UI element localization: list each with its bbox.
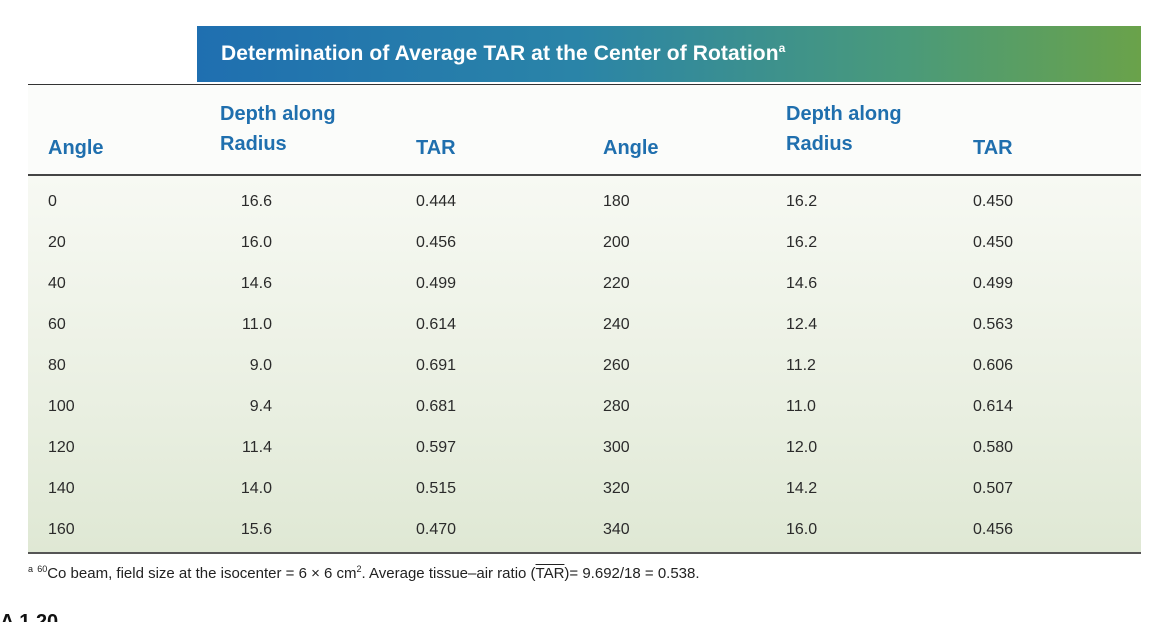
- title-footnote-marker: a: [778, 41, 786, 55]
- footnote-superscript: 2: [356, 564, 362, 574]
- cell-tar-l: 0.614: [416, 316, 457, 333]
- cutoff-text: A 1 20: [0, 612, 58, 622]
- cell-angle-l: 40: [48, 275, 66, 292]
- table-header-row: Angle Depth along Radius TAR Angle Depth…: [28, 85, 1141, 176]
- header-depth-right-line1: Depth along: [786, 103, 902, 125]
- cell-angle-r: 340: [603, 521, 630, 538]
- cell-tar-l: 0.597: [416, 439, 457, 456]
- footnote-marker: a: [28, 564, 34, 574]
- cell-angle-l: 140: [48, 480, 75, 497]
- cell-depth-l: 9.0: [249, 357, 272, 374]
- table-footnote: a 60Co beam, field size at the isocenter…: [28, 564, 700, 583]
- cell-angle-r: 260: [603, 357, 630, 374]
- header-depth-left-line2: Radius: [220, 133, 287, 155]
- cell-angle-l: 60: [48, 316, 66, 333]
- cell-depth-r: 12.0: [786, 439, 818, 456]
- cell-tar-r: 0.450: [973, 193, 1014, 210]
- table-row: 20 16.0 0.456 200 16.2 0.450: [28, 223, 1141, 263]
- header-angle-right: Angle: [603, 137, 659, 159]
- cell-tar-l: 0.691: [416, 357, 457, 374]
- cell-tar-l: 0.515: [416, 480, 457, 497]
- header-depth-left-line1: Depth along: [220, 103, 336, 125]
- table-row: 0 16.6 0.444 180 16.2 0.450: [28, 182, 1141, 222]
- header-depth-right: Depth along Radius: [786, 99, 902, 159]
- cell-angle-r: 240: [603, 316, 630, 333]
- cell-tar-r: 0.450: [973, 234, 1014, 251]
- cell-angle-r: 180: [603, 193, 630, 210]
- footnote-text-2: . Average tissue–air ratio (: [361, 565, 536, 582]
- cell-tar-l: 0.470: [416, 521, 457, 538]
- cell-tar-r: 0.580: [973, 439, 1014, 456]
- cell-depth-r: 16.0: [786, 521, 818, 538]
- cell-angle-r: 220: [603, 275, 630, 292]
- header-depth-right-line2: Radius: [786, 133, 853, 155]
- table-row: 60 11.0 0.614 240 12.4 0.563: [28, 305, 1141, 345]
- table-row: 140 14.0 0.515 320 14.2 0.507: [28, 469, 1141, 509]
- table-row: 80 9.0 0.691 260 11.2 0.606: [28, 346, 1141, 386]
- cell-tar-l: 0.444: [416, 193, 457, 210]
- footnote-text-1: Co beam, field size at the isocenter = 6…: [47, 565, 357, 582]
- cell-angle-l: 100: [48, 398, 75, 415]
- cell-tar-r: 0.507: [973, 480, 1014, 497]
- header-depth-left: Depth along Radius: [220, 99, 336, 159]
- cell-depth-r: 12.4: [786, 316, 818, 333]
- cell-depth-l: 9.4: [249, 398, 272, 415]
- cell-tar-r: 0.614: [973, 398, 1014, 415]
- cell-angle-l: 160: [48, 521, 75, 538]
- cell-tar-r: 0.456: [973, 521, 1014, 538]
- tar-table: Angle Depth along Radius TAR Angle Depth…: [28, 84, 1141, 554]
- cell-angle-r: 320: [603, 480, 630, 497]
- cell-depth-l: 14.0: [240, 480, 272, 497]
- cell-depth-l: 14.6: [240, 275, 272, 292]
- footnote-tar-abbr: TAR: [535, 565, 565, 582]
- cell-depth-r: 11.2: [786, 357, 816, 374]
- cell-depth-r: 16.2: [786, 234, 818, 251]
- table-row: 100 9.4 0.681 280 11.0 0.614: [28, 387, 1141, 427]
- cell-angle-l: 20: [48, 234, 66, 251]
- header-tar-right: TAR: [973, 137, 1013, 159]
- cell-angle-l: 80: [48, 357, 66, 374]
- cell-depth-r: 11.0: [786, 398, 816, 415]
- footnote-isotope-mass: 60: [37, 564, 48, 574]
- footnote-text-3: )= 9.692/18 = 0.538.: [564, 565, 700, 582]
- cell-tar-r: 0.563: [973, 316, 1014, 333]
- cell-tar-r: 0.606: [973, 357, 1014, 374]
- table-title-text: Determination of Average TAR at the Cent…: [221, 42, 779, 65]
- cell-tar-l: 0.499: [416, 275, 457, 292]
- cell-depth-r: 14.2: [786, 480, 818, 497]
- cell-depth-l: 11.4: [242, 439, 272, 456]
- table-row: 160 15.6 0.470 340 16.0 0.456: [28, 510, 1141, 550]
- table-row: 120 11.4 0.597 300 12.0 0.580: [28, 428, 1141, 468]
- cell-depth-l: 11.0: [242, 316, 272, 333]
- cell-tar-r: 0.499: [973, 275, 1014, 292]
- cell-angle-l: 0: [48, 193, 57, 210]
- cell-tar-l: 0.456: [416, 234, 457, 251]
- table-title: Determination of Average TAR at the Cent…: [221, 42, 785, 66]
- cell-angle-r: 300: [603, 439, 630, 456]
- table-title-bar: Determination of Average TAR at the Cent…: [197, 26, 1141, 82]
- table-row: 40 14.6 0.499 220 14.6 0.499: [28, 264, 1141, 304]
- cell-depth-l: 16.0: [240, 234, 272, 251]
- cell-tar-l: 0.681: [416, 398, 457, 415]
- cell-depth-r: 16.2: [786, 193, 818, 210]
- header-angle-left: Angle: [48, 137, 104, 159]
- cell-depth-l: 16.6: [240, 193, 272, 210]
- cell-angle-r: 280: [603, 398, 630, 415]
- cell-angle-l: 120: [48, 439, 75, 456]
- cell-depth-l: 15.6: [240, 521, 272, 538]
- cell-depth-r: 14.6: [786, 275, 818, 292]
- header-tar-left: TAR: [416, 137, 456, 159]
- cell-angle-r: 200: [603, 234, 630, 251]
